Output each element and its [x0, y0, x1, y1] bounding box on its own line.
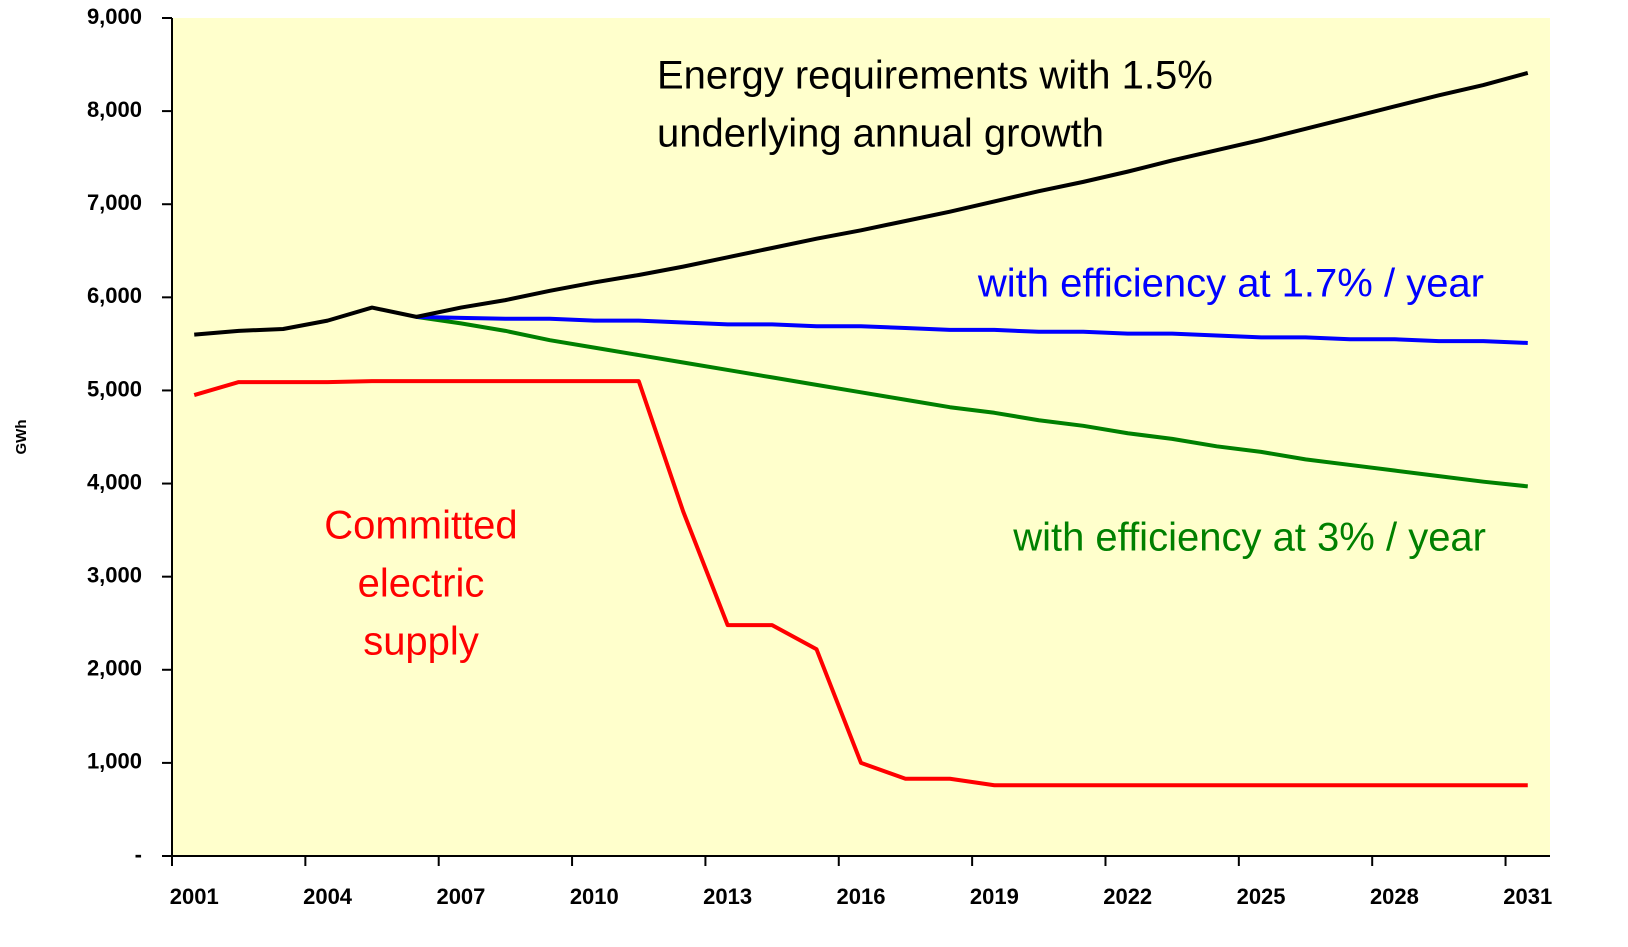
line-series [416, 314, 1528, 489]
annotation: supply [363, 620, 479, 664]
x-tick-label: 2001 [170, 884, 219, 909]
y-axis-label: GWh [13, 420, 30, 455]
x-tick-label: 2010 [570, 884, 619, 909]
annotation: electric [358, 562, 485, 606]
y-tick-label: 3,000 [87, 562, 142, 587]
y-tick-label: 9,000 [87, 4, 142, 29]
y-tick-label: 7,000 [87, 190, 142, 215]
line-series [193, 379, 1528, 788]
x-tick-label: 2022 [1103, 884, 1152, 909]
annotation: with efficiency at 1.7% / year [977, 262, 1484, 306]
y-tick-label: 2,000 [87, 656, 142, 681]
x-tick-label: 2007 [436, 884, 485, 909]
annotation: underlying annual growth [657, 112, 1104, 156]
x-tick-label: 2025 [1237, 884, 1286, 909]
x-tick-label: 2013 [703, 884, 752, 909]
annotation: Committed [324, 504, 517, 548]
y-tick-label: 1,000 [87, 749, 142, 774]
y-tick-label: 4,000 [87, 469, 142, 494]
y-tick-label: 8,000 [87, 97, 142, 122]
y-tick-label: - [135, 842, 142, 867]
y-tick-label: 5,000 [87, 376, 142, 401]
plot-area [172, 18, 1550, 856]
line-series [194, 71, 1529, 337]
annotation: with efficiency at 3% / year [1012, 516, 1486, 560]
x-tick-label: 2019 [970, 884, 1019, 909]
x-tick-label: 2031 [1503, 884, 1552, 909]
annotation: Energy requirements with 1.5% [657, 54, 1213, 98]
line-series [416, 314, 1528, 345]
x-tick-label: 2016 [837, 884, 886, 909]
x-tick-label: 2028 [1370, 884, 1419, 909]
x-tick-label: 2004 [303, 884, 353, 909]
y-tick-label: 6,000 [87, 283, 142, 308]
